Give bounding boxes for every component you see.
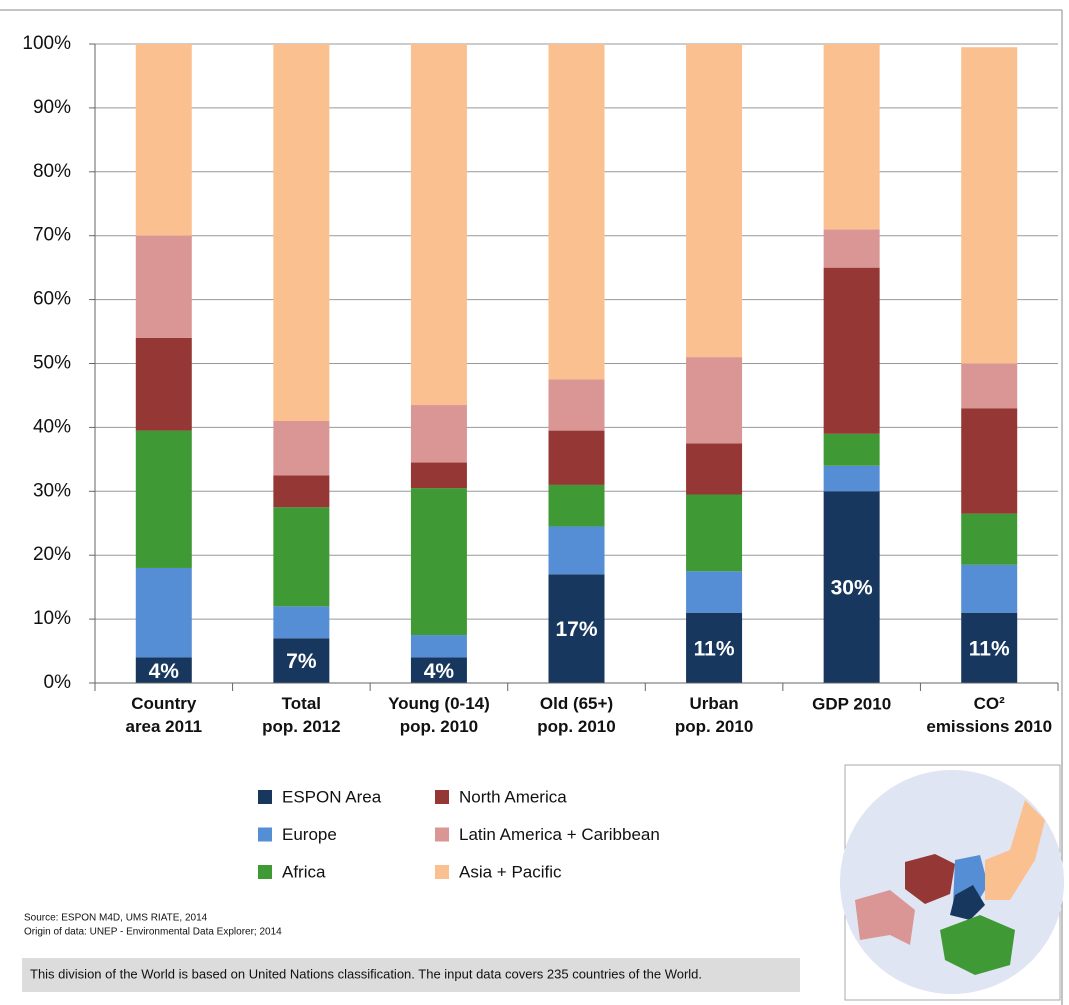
map-north-america: [905, 854, 955, 904]
y-tick-label: 70%: [33, 225, 71, 246]
bar-segment: [135, 567, 192, 658]
note: This division of the World is based on U…: [30, 966, 702, 981]
bar-segment: [686, 357, 743, 444]
bar-segment: [548, 526, 605, 575]
value-label: 4%: [149, 660, 180, 683]
legend-label: Europe: [282, 825, 337, 844]
bar-segment: [410, 405, 467, 463]
bar-segment: [961, 564, 1018, 613]
y-tick-label: 60%: [33, 289, 71, 310]
y-tick-label: 100%: [22, 33, 71, 54]
x-tick-label: Country area 2011: [125, 694, 202, 736]
bar-segment: [273, 475, 330, 508]
bar-segment: [410, 462, 467, 489]
value-label: 11%: [694, 637, 735, 660]
y-tick-label: 10%: [33, 608, 71, 629]
map-africa: [940, 915, 1015, 975]
bar-segment: [823, 229, 880, 268]
x-tick-label: Young (0-14) pop. 2010: [388, 694, 490, 736]
value-label: 30%: [831, 577, 873, 600]
bar-segment: [961, 408, 1018, 514]
bar-segment: [273, 44, 330, 422]
bar-segment: [823, 465, 880, 492]
x-tick-label: CO² emissions 2010: [926, 694, 1052, 736]
bar-segment: [823, 491, 880, 683]
plot-area: 0% 10% 20% 30% 40% 50% 60% 70% 80% 90% 100% 4% Count…: [22, 33, 1059, 736]
bar-segment: [273, 606, 330, 639]
bar-segment: [961, 47, 1018, 364]
bar-segment: [410, 635, 467, 658]
legend-label: Asia + Pacific: [459, 862, 562, 881]
x-tick-label: GDP 2010: [812, 694, 891, 713]
bar-segment: [135, 337, 192, 431]
value-label: 17%: [555, 618, 597, 641]
y-tick-label: 90%: [33, 97, 71, 118]
legend-swatch: [435, 827, 449, 842]
bar-segment: [823, 44, 880, 230]
map-asia: [985, 800, 1045, 900]
bar-segment: [961, 363, 1018, 409]
legend-swatch: [258, 790, 272, 804]
map-espon: [950, 885, 985, 920]
x-tick-label: Urban pop. 2010: [675, 694, 753, 736]
map-inset: [840, 764, 1064, 1001]
x-tick-label: Old (65+) pop. 2010: [537, 694, 615, 736]
bar-segment: [548, 484, 605, 527]
y-tick-label: 30%: [33, 480, 71, 501]
legend-swatch: [258, 827, 272, 842]
value-label: 4%: [424, 660, 455, 683]
bar-segment: [823, 433, 880, 466]
y-tick-label: 20%: [33, 544, 71, 565]
legend-label: North America: [459, 787, 567, 806]
bar-segment: [273, 507, 330, 607]
bar-segment: [686, 443, 743, 495]
bar-segment: [686, 612, 743, 683]
bar-segment: [135, 235, 192, 338]
legend-label: Latin America + Caribbean: [459, 825, 660, 844]
bar-segment: [273, 638, 330, 683]
y-tick-label: 40%: [33, 416, 71, 437]
bar-segment: [135, 657, 192, 683]
x-tick-label: Total pop. 2012: [262, 694, 340, 736]
y-tick-label: 80%: [33, 161, 71, 182]
bar-segment: [135, 430, 192, 568]
legend-swatch: [258, 865, 272, 879]
bar-segment: [548, 574, 605, 683]
bar-segment: [686, 571, 743, 613]
legend-swatch: [435, 865, 449, 879]
legend-label: ESPON Area: [282, 787, 382, 806]
legend-label: Africa: [282, 862, 326, 881]
bar-segment: [823, 267, 880, 434]
map-latin-america: [855, 890, 915, 945]
bar-segment: [686, 44, 743, 358]
bar-segment: [548, 379, 605, 431]
note-box: [22, 958, 800, 992]
data-origin: Origin of data: UNEP - Environmental Dat…: [24, 927, 282, 938]
source: Source: ESPON M4D, UMS RIATE, 2014: [24, 913, 208, 924]
value-label: 7%: [286, 650, 317, 673]
bar-segment: [961, 513, 1018, 565]
legend: ESPON Area Europe Africa North America Latin…: [258, 787, 660, 881]
bar-segment: [135, 44, 192, 236]
bar-segment: [410, 488, 467, 636]
bar-segment: [410, 44, 467, 406]
value-label: 11%: [969, 637, 1010, 660]
bar-segment: [410, 657, 467, 683]
bar-segment: [686, 494, 743, 572]
y-tick-label: 50%: [33, 353, 71, 374]
bar-segment: [273, 421, 330, 476]
bar-segment: [961, 612, 1018, 683]
bar-segment: [548, 430, 605, 485]
bar-segment: [548, 44, 605, 380]
y-tick-label: 0%: [44, 672, 72, 693]
legend-swatch: [435, 790, 449, 804]
